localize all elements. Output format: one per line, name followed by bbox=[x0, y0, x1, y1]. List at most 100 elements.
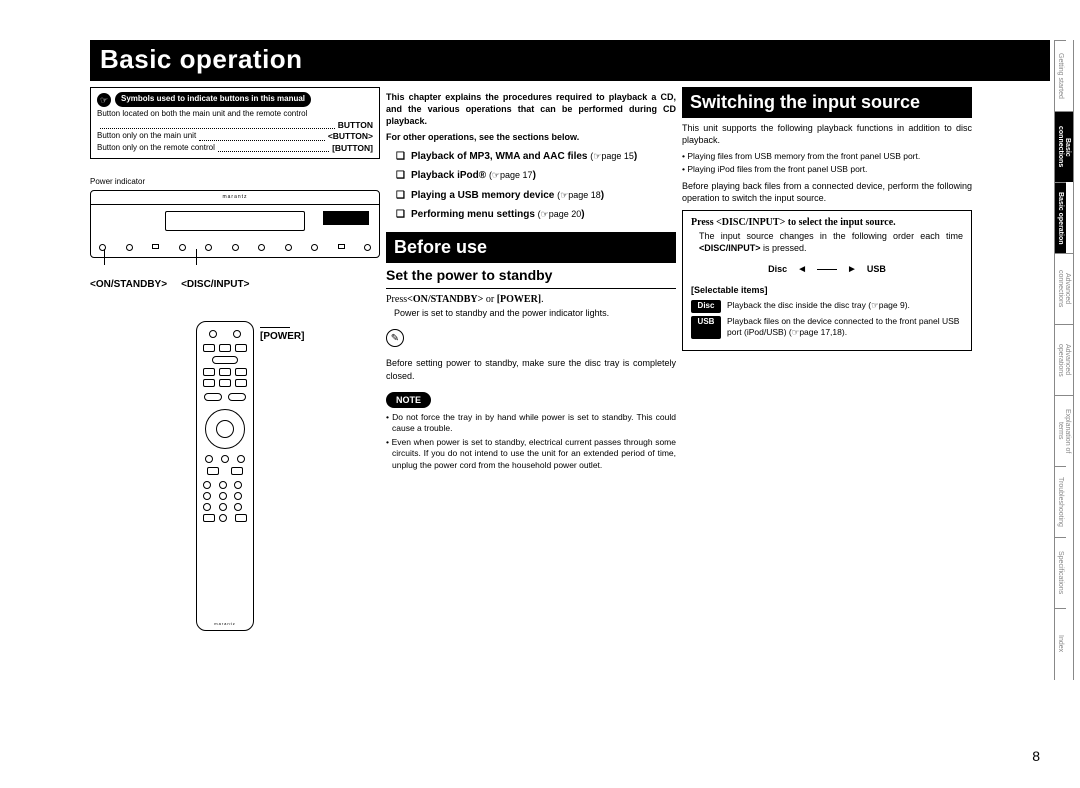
column-left: ☞ Symbols used to indicate buttons in th… bbox=[90, 87, 380, 631]
xref-item: ❏ Playback of MP3, WMA and AAC files (☞p… bbox=[396, 150, 676, 164]
remote-btn bbox=[219, 344, 231, 352]
power-indicator-label: Power indicator bbox=[90, 177, 380, 188]
xref-label: Performing menu settings bbox=[411, 209, 535, 220]
selectable-row: Disc Playback the disc inside the disc t… bbox=[691, 300, 963, 313]
device-button-row bbox=[99, 244, 371, 251]
bullet-icon: ❏ bbox=[396, 189, 405, 203]
xref-label: Playback of MP3, WMA and AAC files bbox=[411, 151, 588, 162]
arrow-left-icon: ◄ bbox=[797, 263, 807, 277]
button-icon bbox=[258, 244, 265, 251]
callout-line bbox=[104, 249, 105, 265]
device-body: marantz bbox=[90, 190, 380, 258]
page-ref-icon: (☞ bbox=[538, 208, 549, 220]
remote-btn bbox=[203, 344, 215, 352]
page-number: 8 bbox=[1032, 748, 1040, 764]
legend-desc: Button only on the main unit bbox=[97, 131, 196, 142]
remote-num-btn bbox=[219, 481, 227, 489]
remote-btn bbox=[237, 455, 245, 463]
tab-advanced-connections[interactable]: Advanced connections bbox=[1055, 253, 1073, 324]
remote-num-btn bbox=[203, 481, 211, 489]
remote-btn bbox=[212, 356, 238, 364]
page-ref-icon: (☞ bbox=[489, 169, 500, 181]
callout-line bbox=[196, 249, 197, 265]
page-ref-icon: (☞ bbox=[590, 150, 601, 162]
language-indicator: ENGLISH bbox=[965, 52, 1020, 64]
pen-note-body: Before setting power to standby, make su… bbox=[386, 357, 676, 381]
hand-icon: ☞ bbox=[97, 93, 111, 107]
input-source-box: Press <DISC/INPUT> to select the input s… bbox=[682, 210, 972, 351]
text: The input source changes in the followin… bbox=[699, 231, 963, 241]
remote-open-close-icon bbox=[209, 330, 217, 338]
switching-lead: Before playing back files from a connect… bbox=[682, 180, 972, 204]
tab-advanced-operations[interactable]: Advanced operations bbox=[1055, 324, 1073, 395]
remote-btn bbox=[235, 344, 247, 352]
remote-btn bbox=[203, 514, 215, 522]
tab-explanation-terms[interactable]: Explanation of terms bbox=[1055, 395, 1073, 466]
remote-btn bbox=[205, 455, 213, 463]
device-display bbox=[323, 211, 369, 225]
input-box-body: The input source changes in the followin… bbox=[699, 230, 963, 254]
legend-desc: Button only on the remote control bbox=[97, 143, 215, 154]
remote-btn bbox=[219, 379, 231, 387]
callout-line bbox=[260, 327, 290, 328]
remote-num-btn bbox=[219, 514, 227, 522]
note-label: NOTE bbox=[386, 392, 431, 408]
tab-basic-operation[interactable]: Basic operation bbox=[1055, 182, 1066, 253]
text: Press bbox=[386, 294, 407, 305]
button-ref: <DISC/INPUT> bbox=[699, 243, 761, 253]
dotted-leader bbox=[199, 131, 325, 140]
usb-port-icon bbox=[338, 244, 345, 249]
button-icon bbox=[205, 244, 212, 251]
page-title: Basic operation bbox=[90, 40, 1050, 81]
item-tag: USB bbox=[691, 316, 721, 339]
switching-intro: This unit supports the following playbac… bbox=[682, 122, 972, 146]
legend-style: <BUTTON> bbox=[328, 131, 373, 142]
legend-style-row: BUTTON bbox=[97, 120, 373, 131]
button-icon bbox=[311, 244, 318, 251]
column-right: Switching the input source This unit sup… bbox=[682, 87, 972, 631]
remote-num-btn bbox=[234, 492, 242, 500]
tab-basic-connections[interactable]: Basic connections bbox=[1055, 111, 1073, 182]
xref-page: page 17 bbox=[500, 170, 533, 180]
remote-btn bbox=[203, 368, 215, 376]
legend-style: BUTTON bbox=[338, 120, 373, 131]
button-icon bbox=[285, 244, 292, 251]
remote-num-btn bbox=[234, 503, 242, 511]
press-instruction: Press<ON/STANDBY> or [POWER]. bbox=[386, 293, 676, 307]
xref-item: ❏ Performing menu settings (☞page 20) bbox=[396, 208, 676, 222]
remote-btn bbox=[235, 379, 247, 387]
side-nav-tabs: Getting started Basic connections Basic … bbox=[1054, 40, 1074, 680]
remote-body: marantz bbox=[196, 321, 254, 631]
button-ref: [POWER] bbox=[497, 294, 541, 305]
press-body: Power is set to standby and the power in… bbox=[394, 307, 676, 319]
tab-getting-started[interactable]: Getting started bbox=[1055, 40, 1066, 111]
legend-row: Button only on the main unit <BUTTON> bbox=[97, 131, 373, 142]
bullet-icon: ❏ bbox=[396, 150, 405, 164]
onstandby-label: <ON/STANDBY> bbox=[90, 278, 167, 292]
remote-nav-ring bbox=[205, 409, 245, 449]
button-icon bbox=[179, 244, 186, 251]
item-desc: Playback files on the device connected t… bbox=[727, 316, 963, 339]
bullet-icon: ❏ bbox=[396, 208, 405, 222]
xref-item: ❏ Playing a USB memory device (☞page 18) bbox=[396, 189, 676, 203]
device-top-panel: marantz bbox=[91, 191, 379, 205]
remote-btn bbox=[228, 393, 246, 401]
xref-label: Playback iPod® bbox=[411, 170, 486, 181]
seq-line bbox=[817, 269, 837, 270]
xref-page: page 20 bbox=[549, 209, 582, 219]
legend-row: Button only on the remote control [BUTTO… bbox=[97, 143, 373, 154]
tab-index[interactable]: Index bbox=[1055, 608, 1066, 679]
feature-bullet: • Playing files from USB memory from the… bbox=[688, 151, 972, 162]
text: . bbox=[541, 294, 544, 305]
remote-btn bbox=[235, 514, 247, 522]
main-unit-illustration: Power indicator marantz bbox=[90, 177, 380, 291]
remote-power-label: [POWER] bbox=[260, 330, 304, 344]
tab-troubleshooting[interactable]: Troubleshooting bbox=[1055, 466, 1066, 537]
intro-text: This chapter explains the procedures req… bbox=[386, 91, 676, 127]
tab-specifications[interactable]: Specifications bbox=[1055, 537, 1066, 608]
remote-num-btn bbox=[203, 503, 211, 511]
switching-input-heading: Switching the input source bbox=[682, 87, 972, 118]
remote-power-callout: [POWER] bbox=[260, 321, 304, 631]
note-text: Do not force the tray in by hand while p… bbox=[392, 412, 676, 433]
remote-btn bbox=[235, 368, 247, 376]
